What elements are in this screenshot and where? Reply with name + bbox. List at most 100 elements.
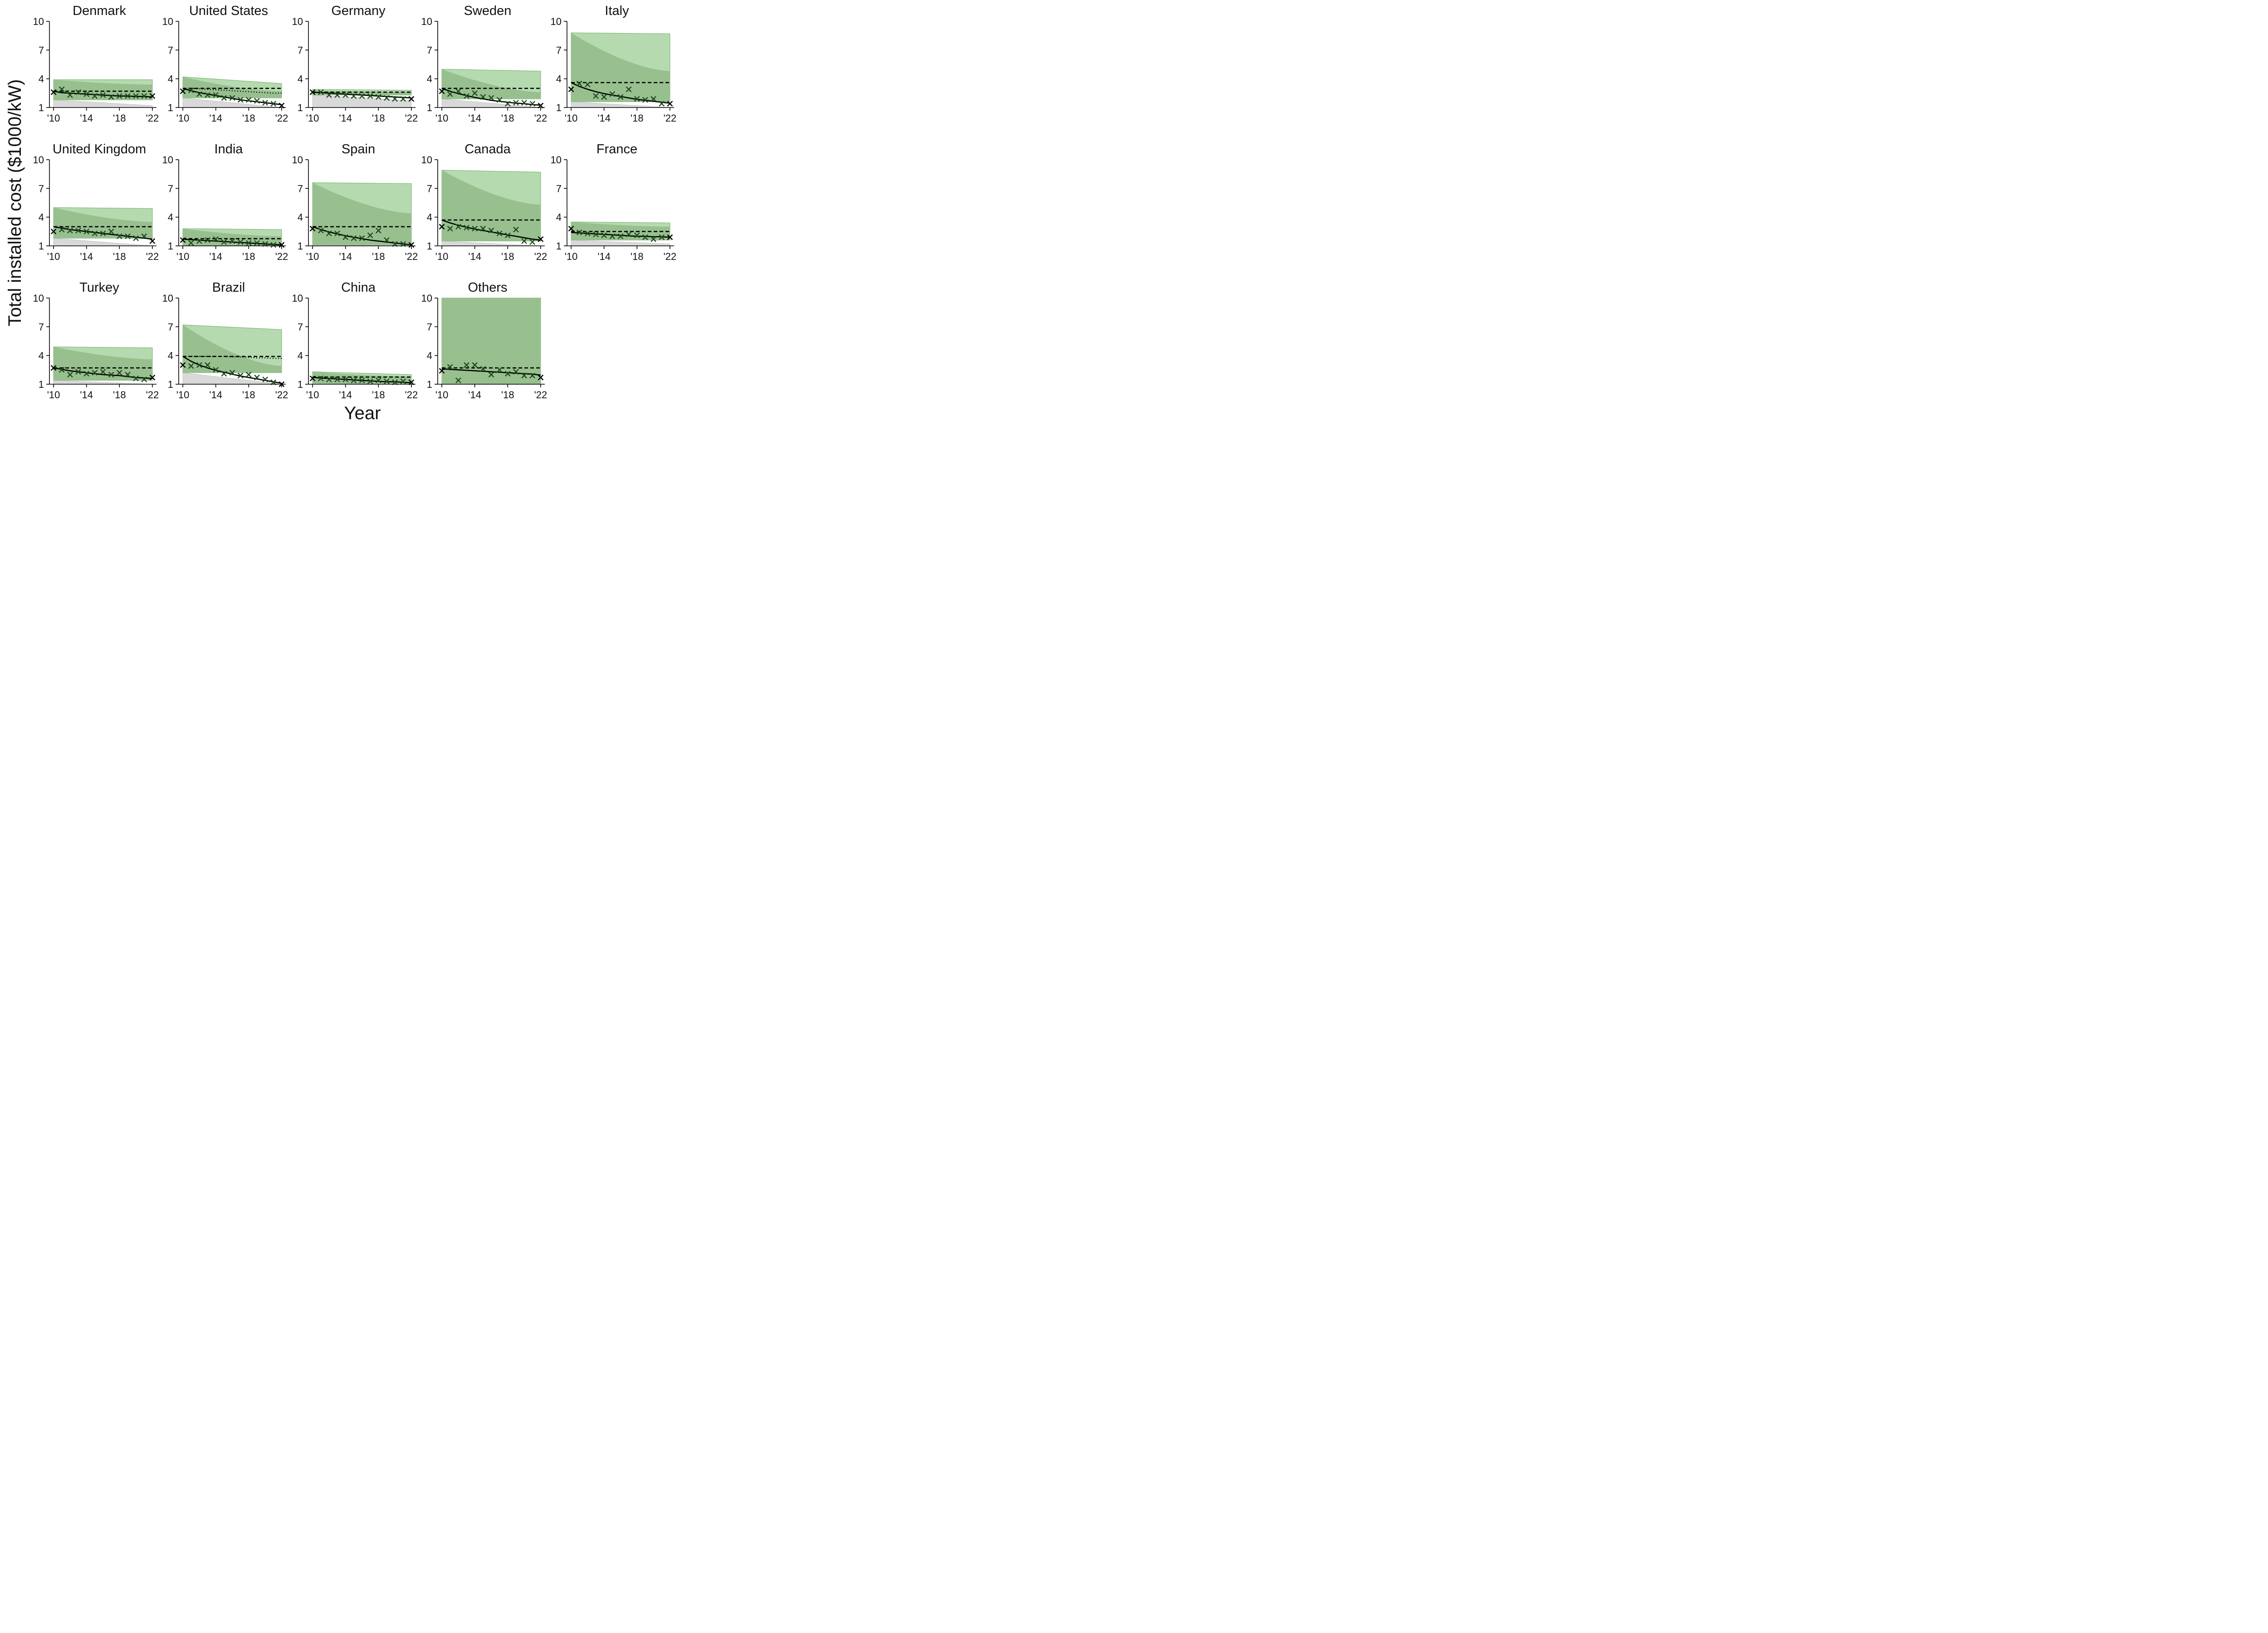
observed-point (229, 238, 235, 244)
x-tick-label: '18 (242, 251, 255, 262)
observed-point (359, 235, 365, 241)
x-tick-label: '22 (275, 389, 288, 401)
observed-point (59, 226, 65, 233)
panel-title: Turkey (79, 280, 119, 295)
observed-point (245, 240, 252, 246)
observed-point (667, 234, 673, 240)
gray-band (571, 101, 670, 108)
y-tick-label: 10 (162, 293, 173, 304)
x-tick-label: '14 (468, 112, 481, 124)
observed-point (75, 89, 81, 95)
observed-point (318, 89, 324, 95)
y-tick-label: 1 (39, 240, 44, 252)
observed-point (221, 371, 227, 377)
panel-title: Italy (605, 4, 629, 18)
y-tick-label: 10 (33, 16, 44, 27)
observed-point (100, 92, 106, 98)
x-tick-label: '22 (146, 112, 159, 124)
observed-point (229, 95, 235, 101)
y-tick-label: 4 (39, 350, 44, 362)
observed-point (496, 230, 503, 236)
inner-band (183, 325, 282, 373)
observed-point (513, 369, 519, 375)
x-tick-label: '22 (146, 389, 159, 401)
x-tick-label: '10 (47, 112, 60, 124)
model-line (313, 91, 411, 99)
panel-canada: 1 4 7 10 '10 '14 '18 '22 Canada (421, 142, 547, 262)
observed-point (270, 242, 277, 248)
observed-point (221, 239, 227, 245)
observed-point (213, 92, 219, 98)
y-tick-label: 4 (556, 212, 562, 223)
observed-point (667, 101, 673, 107)
observed-point (334, 230, 340, 236)
observed-point (141, 376, 147, 382)
observed-point (270, 101, 277, 107)
y-tick-label: 1 (168, 102, 173, 113)
panel-spain: 1 4 7 10 '10 '14 '18 '22 Spain (292, 142, 418, 262)
observed-point (100, 369, 106, 375)
observed-point (326, 376, 332, 382)
observed-point (334, 92, 340, 98)
observed-point (213, 236, 219, 242)
x-tick-label: '14 (468, 389, 481, 401)
y-tick-label: 7 (39, 44, 44, 56)
observed-point (521, 372, 527, 379)
observed-point (351, 377, 357, 383)
reference-dotted-line (183, 356, 282, 359)
y-tick-label: 4 (427, 73, 432, 85)
y-tick-label: 1 (298, 240, 303, 252)
observed-point (108, 228, 114, 235)
observed-point (529, 239, 536, 245)
observed-point (83, 91, 90, 97)
observed-point (342, 376, 349, 382)
observed-point (367, 232, 373, 239)
y-tick-label: 7 (168, 44, 173, 56)
y-tick-label: 1 (427, 379, 432, 390)
model-line (53, 367, 152, 379)
observed-point (659, 234, 665, 240)
panel-brazil: 1 4 7 10 '10 '14 '18 '22 Brazil (162, 280, 288, 401)
observed-point (593, 231, 599, 238)
observed-point (50, 365, 57, 371)
x-tick-label: '18 (372, 389, 385, 401)
x-tick-label: '18 (631, 251, 644, 262)
panel-china: 1 4 7 10 '10 '14 '18 '22 China (292, 280, 418, 401)
panel-title: United Kingdom (53, 142, 146, 156)
observed-point (400, 378, 406, 385)
observed-point (472, 225, 478, 232)
observed-point (334, 376, 340, 382)
y-tick-label: 1 (556, 102, 562, 113)
observed-point (75, 369, 81, 375)
x-tick-label: '22 (534, 389, 547, 401)
x-tick-label: '14 (597, 112, 611, 124)
x-tick-label: '14 (339, 112, 352, 124)
observed-point (609, 91, 616, 97)
x-tick-label: '10 (565, 251, 578, 262)
y-tick-label: 4 (427, 212, 432, 223)
observed-point (67, 92, 73, 98)
x-tick-label: '18 (113, 112, 126, 124)
inner-band (442, 170, 541, 241)
y-tick-label: 4 (168, 350, 173, 362)
observed-point (447, 91, 453, 97)
observed-point (351, 93, 357, 99)
y-tick-label: 7 (39, 183, 44, 194)
inner-band (571, 33, 670, 102)
observed-point (309, 225, 316, 232)
observed-point (59, 86, 65, 93)
observed-point (141, 233, 147, 240)
observed-point (318, 227, 324, 234)
x-tick-label: '14 (209, 389, 222, 401)
observed-point (205, 92, 210, 98)
y-tick-label: 10 (551, 154, 562, 166)
observed-point (504, 232, 511, 239)
y-tick-label: 4 (298, 212, 303, 223)
panel-title: China (341, 280, 376, 295)
x-tick-label: '22 (664, 112, 677, 124)
y-axis-label: Total installed cost ($1000/kW) (5, 79, 25, 327)
observed-point (392, 96, 398, 102)
observed-point (593, 93, 599, 99)
x-tick-label: '10 (176, 112, 190, 124)
observed-point (141, 93, 147, 99)
